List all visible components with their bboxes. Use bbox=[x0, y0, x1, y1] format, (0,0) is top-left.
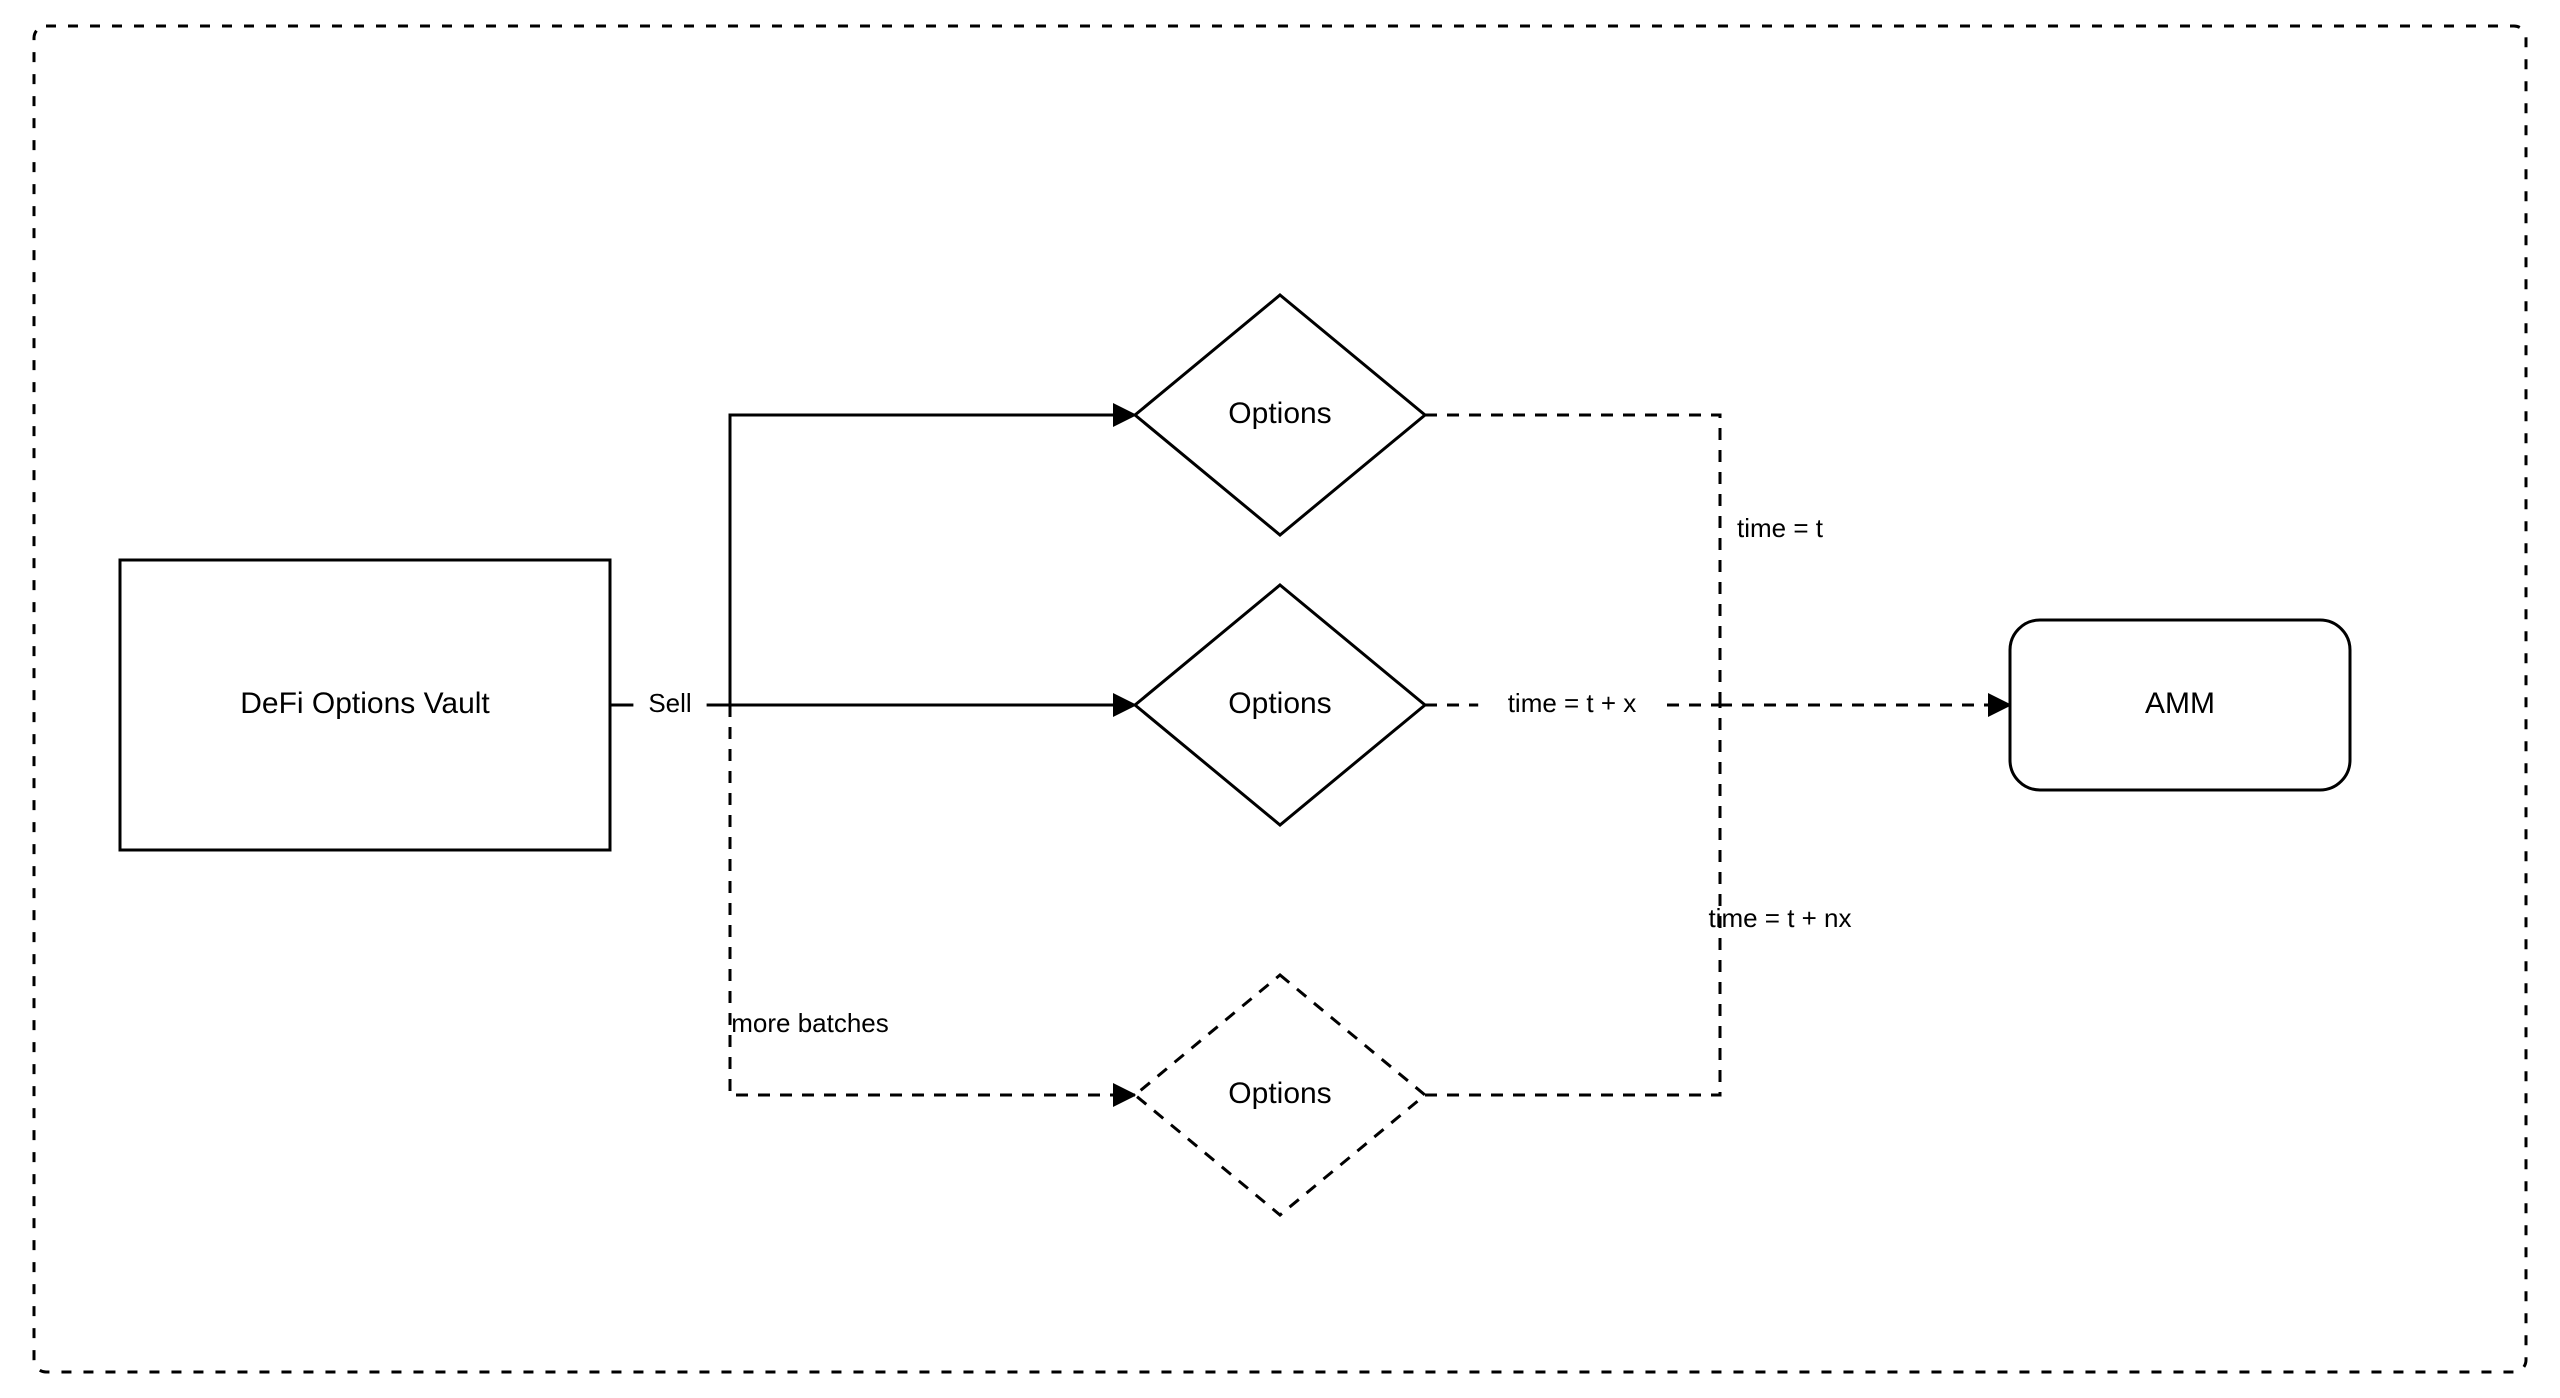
edge-label-more: more batches bbox=[731, 1008, 889, 1038]
node-label-opt2: Options bbox=[1228, 687, 1331, 720]
edge-label-time_tx: time = t + x bbox=[1508, 688, 1637, 718]
node-label-amm: AMM bbox=[2145, 687, 2215, 720]
defi-options-flowchart: DeFi Options Vault Options Options Options A… bbox=[0, 0, 2560, 1398]
node-label-opt3: Options bbox=[1228, 1077, 1331, 1110]
node-label-opt1: Options bbox=[1228, 397, 1331, 430]
edge-label-sell: Sell bbox=[648, 688, 691, 718]
node-label-vault: DeFi Options Vault bbox=[240, 687, 490, 720]
edge-label-time_t: time = t bbox=[1737, 513, 1824, 543]
edge-label-time_tnx: time = t + nx bbox=[1708, 903, 1851, 933]
